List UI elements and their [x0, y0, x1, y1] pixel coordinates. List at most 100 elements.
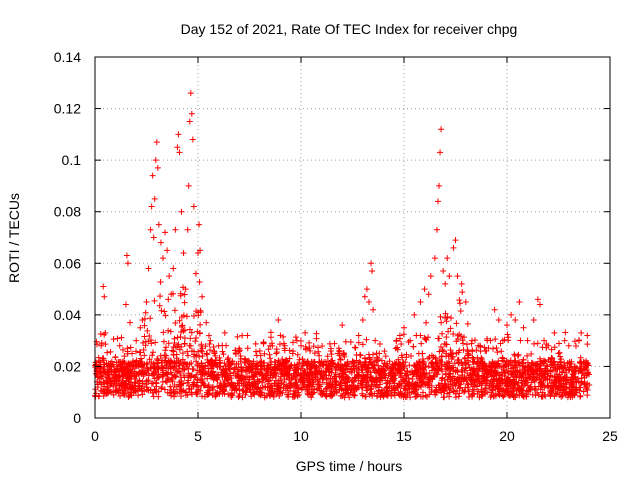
data-point	[188, 110, 195, 117]
data-point	[292, 334, 299, 341]
data-point	[571, 363, 578, 370]
data-point	[177, 292, 184, 299]
data-point	[528, 370, 535, 377]
data-point	[525, 388, 532, 395]
data-point	[285, 391, 292, 398]
data-point	[141, 333, 148, 340]
data-point	[444, 376, 451, 383]
data-point	[337, 382, 344, 389]
data-point	[239, 387, 246, 394]
data-point	[204, 375, 211, 382]
data-point	[371, 358, 378, 365]
data-point	[252, 371, 259, 378]
data-point	[452, 237, 459, 244]
data-point	[560, 384, 567, 391]
data-point	[507, 359, 514, 366]
data-point	[519, 380, 526, 387]
data-point	[307, 347, 314, 354]
data-point	[218, 382, 225, 389]
data-point	[302, 329, 309, 336]
data-point	[515, 379, 522, 386]
data-point	[327, 347, 334, 354]
data-point	[566, 359, 573, 366]
data-point	[246, 387, 253, 394]
data-point	[123, 252, 130, 259]
data-point	[357, 380, 364, 387]
data-point	[438, 319, 445, 326]
data-point	[139, 378, 146, 385]
data-point	[150, 234, 157, 241]
data-point	[539, 389, 546, 396]
data-point	[242, 367, 249, 374]
data-point	[293, 379, 300, 386]
data-point	[154, 374, 161, 381]
data-point	[299, 367, 306, 374]
data-point	[277, 332, 284, 339]
data-point	[571, 338, 578, 345]
data-point	[97, 369, 104, 376]
data-point	[548, 355, 555, 362]
data-point	[489, 387, 496, 394]
data-point	[434, 371, 441, 378]
data-point	[114, 335, 121, 342]
data-point	[258, 358, 265, 365]
data-point	[159, 362, 166, 369]
data-point	[219, 348, 226, 355]
data-point	[166, 389, 173, 396]
data-point	[367, 386, 374, 393]
data-point	[244, 368, 251, 375]
data-point	[287, 380, 294, 387]
data-point	[496, 372, 503, 379]
data-point	[365, 381, 372, 388]
data-point	[524, 367, 531, 374]
data-point	[122, 380, 129, 387]
data-point	[565, 342, 572, 349]
data-point	[164, 247, 171, 254]
data-point	[412, 367, 419, 374]
data-point	[98, 339, 105, 346]
data-point	[519, 360, 526, 367]
data-point	[198, 360, 205, 367]
data-point	[429, 359, 436, 366]
data-point	[424, 382, 431, 389]
data-point	[178, 381, 185, 388]
data-point	[242, 383, 249, 390]
data-point	[112, 354, 119, 361]
data-point	[218, 369, 225, 376]
data-point	[203, 350, 210, 357]
data-point	[508, 311, 515, 318]
data-point	[333, 366, 340, 373]
data-point	[396, 382, 403, 389]
y-tick-label: 0	[73, 410, 81, 426]
data-point	[152, 387, 159, 394]
data-point	[176, 362, 183, 369]
data-point	[120, 364, 127, 371]
data-point	[584, 341, 591, 348]
data-point	[511, 394, 518, 401]
data-point	[396, 332, 403, 339]
data-point	[333, 388, 340, 395]
data-point	[426, 391, 433, 398]
data-point	[299, 378, 306, 385]
data-point	[361, 355, 368, 362]
data-point	[143, 298, 150, 305]
data-point	[192, 338, 199, 345]
data-point	[401, 324, 407, 331]
data-point	[311, 350, 318, 357]
data-point	[294, 361, 301, 368]
data-point	[261, 350, 268, 357]
data-point	[424, 374, 431, 381]
data-point	[275, 317, 282, 324]
data-point	[197, 307, 204, 314]
data-point	[536, 301, 543, 308]
data-point	[241, 359, 248, 366]
data-point	[127, 319, 134, 326]
data-point	[190, 203, 197, 210]
data-point	[383, 384, 390, 391]
data-point	[168, 291, 175, 298]
data-point	[474, 354, 481, 361]
data-point	[124, 367, 131, 374]
data-point	[206, 390, 213, 397]
data-point	[157, 293, 164, 300]
data-point	[350, 358, 357, 365]
